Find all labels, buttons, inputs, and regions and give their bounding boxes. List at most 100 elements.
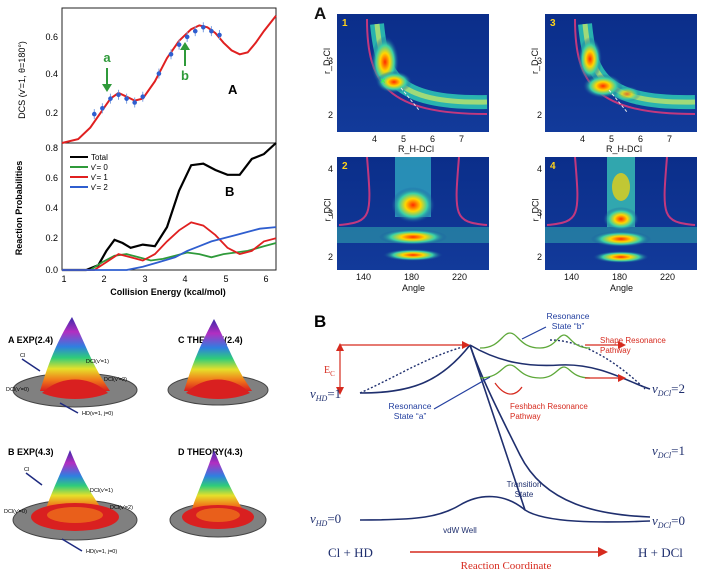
surface-title: B EXP(4.3) [8, 447, 54, 457]
heatmap-x-label: R_H-DCl [398, 144, 434, 154]
arrow-icon [21, 358, 41, 372]
resonance-b-label: Resonance [546, 311, 589, 321]
heatmap-number: 2 [342, 161, 348, 172]
dcs-probability-figure: 0.6 0.4 0.2 DCS (v'=1, θ=180°) a b A 0.8… [14, 7, 277, 297]
annotation-a: a [103, 50, 111, 65]
panel-letter-a: A [228, 82, 238, 97]
legend-label: v'= 1 [91, 173, 108, 182]
heatmap-x-tick: 7 [667, 134, 673, 144]
surface-3d-figure: A EXP(2.4) Cl DCl(v'=1) DCl(v'=0) DCl(v'… [4, 317, 269, 555]
surface-label: Cl [24, 467, 29, 473]
heatmap-x-tick: 220 [452, 272, 468, 282]
prob-line-v0 [62, 242, 277, 271]
dcs-y-label: DCS (v'=1, θ=180°) [17, 41, 27, 119]
x-tick: 5 [223, 274, 228, 284]
heatmap-x-tick: 140 [564, 272, 580, 282]
surface-label: HD(v=1, j=0) [86, 549, 117, 555]
x-tick: 4 [182, 274, 187, 284]
reaction-arrow-head [598, 547, 608, 557]
curve-to-vdcl2 [469, 344, 651, 390]
arrow-icon [61, 538, 83, 552]
x-ticks: 1 2 3 4 5 6 [61, 274, 268, 284]
heatmap-y-tick: 3 [328, 56, 334, 66]
dcs-data-point [124, 96, 129, 101]
heatmap-panel-3 [545, 14, 697, 132]
heatmap-y-tick: 4 [328, 164, 334, 174]
reaction-coordinate-label: Reaction Coordinate [461, 560, 552, 571]
vhd0-label: vHD=0 [310, 511, 341, 528]
prob-plot-frame [61, 142, 277, 271]
heatmap-x-tick: 180 [612, 272, 628, 282]
dcs-data-point [184, 34, 190, 40]
feshbach-label: Pathway [510, 412, 541, 421]
x-tick: 2 [101, 274, 106, 284]
curve-dotted-left [359, 344, 471, 394]
surface-label: HD(v=1, j=0) [82, 411, 113, 417]
heatmap-number: 3 [550, 18, 556, 29]
resonance-a-label: State “a” [394, 411, 427, 421]
heatmap-number: 4 [550, 161, 556, 172]
prob-line-v2 [62, 226, 277, 271]
curve-vhd1-rise [359, 344, 471, 394]
heatmap-x-tick: 220 [660, 272, 676, 282]
heatmap-x-tick: 4 [372, 134, 378, 144]
prob-y-label: Reaction Probabilities [14, 161, 24, 256]
curve-ground [359, 495, 651, 523]
heatmap-y-tick: 3 [328, 208, 334, 218]
dcs-y-tick: 0.4 [45, 69, 58, 79]
vdw-label: vdW Well [443, 526, 477, 535]
surface-label: DCl(v'=0) [6, 387, 29, 393]
surface-panel-a: A EXP(2.4) Cl DCl(v'=1) DCl(v'=0) DCl(v'… [6, 317, 138, 417]
surface-label: Cl [20, 353, 25, 359]
transition-label: Transition [507, 480, 542, 489]
prob-y-tick: 0.6 [45, 173, 58, 183]
arrow-icon [25, 472, 43, 486]
shape-resonance-label: Pathway [600, 346, 631, 355]
heatmap-x-tick: 180 [404, 272, 420, 282]
prob-legend: Total v'= 0 v'= 1 v'= 2 [70, 153, 108, 192]
panel-letter-b: B [225, 184, 234, 199]
resonance-wave-a [479, 364, 591, 379]
reactants-label: Cl + HD [328, 545, 373, 560]
vdcl1-label: vDCl=1 [652, 443, 685, 460]
dcs-data-point [217, 32, 222, 38]
dcs-data-point [192, 28, 198, 34]
shape-resonance-label: Shape Resonance [600, 336, 666, 345]
prob-line-v1 [62, 221, 277, 271]
dcs-experimental-points [92, 22, 222, 120]
surface-title: A EXP(2.4) [8, 335, 53, 345]
heatmap-x-label: Angle [402, 283, 426, 293]
arrow-icon [59, 402, 79, 414]
heatmap-y-tick: 2 [537, 252, 543, 262]
dcs-data-point [209, 28, 214, 34]
heatmap-x-label: R_H-DCl [606, 144, 642, 154]
annotation-b-arrowhead [180, 42, 190, 50]
heatmap-number: 1 [342, 18, 348, 29]
heatmap-y-tick: 2 [328, 252, 334, 262]
annotation-b: b [181, 68, 189, 83]
heatmap-figure: A × 1 3 [300, 0, 709, 300]
surface-title: D THEORY(4.3) [178, 447, 243, 457]
dcs-data-point [108, 96, 113, 101]
diagram-big-letter: B [314, 312, 326, 331]
surface-panel-c: C THEORY(2.4) [167, 319, 269, 406]
surface-label: DCl(v'=1) [90, 488, 113, 494]
x-tick: 6 [263, 274, 268, 284]
energy-diagram: B EC vHD=1 vHD=0 vDCl=2 vDCl=1 vDCl=0 Re… [310, 311, 685, 571]
heatmap-x-tick: 5 [609, 134, 615, 144]
curve-transition [469, 344, 526, 511]
heatmap-y-tick: 3 [537, 208, 543, 218]
heatmap-y-tick: 3 [537, 56, 543, 66]
vdcl0-label: vDCl=0 [652, 513, 685, 530]
prob-line-total [62, 142, 277, 272]
heatmap-x-tick: 140 [356, 272, 372, 282]
heatmap-panel-1: × [337, 14, 489, 132]
dcs-y-tick: 0.6 [45, 32, 58, 42]
prob-y-tick: 0.0 [45, 265, 58, 275]
prob-y-tick: 0.4 [45, 203, 58, 213]
legend-label: v'= 2 [91, 183, 108, 192]
surface-label: DCl(v'=2) [104, 377, 127, 383]
surface-label: DCl(v'=2) [110, 505, 133, 511]
resonance-b-label: State “b” [552, 321, 585, 331]
resonance-a-label: Resonance [388, 401, 431, 411]
